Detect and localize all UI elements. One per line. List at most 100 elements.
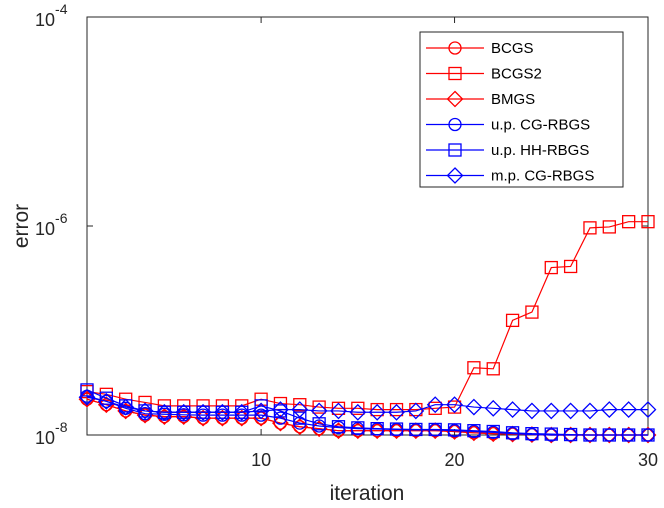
data-point-m-p-cg-rbgs: [233, 403, 251, 421]
data-point-m-p-cg-rbgs: [639, 401, 657, 419]
data-point-m-p-cg-rbgs: [291, 401, 309, 419]
data-point-bcgs2: [254, 392, 268, 406]
series-layer: [78, 215, 657, 444]
data-point-m-p-cg-rbgs: [155, 403, 173, 421]
data-point-m-p-cg-rbgs: [388, 403, 405, 421]
data-point-u-p-hh-rbgs: [293, 411, 307, 425]
data-point-m-p-cg-rbgs: [194, 403, 212, 421]
data-point-u-p-hh-rbgs: [80, 383, 94, 397]
data-point-m-p-cg-rbgs: [523, 402, 541, 420]
data-point-u-p-hh-rbgs: [254, 399, 268, 413]
data-point-m-p-cg-rbgs: [136, 402, 154, 420]
data-point-bcgs2: [486, 362, 500, 376]
data-point-bcgs2: [602, 220, 616, 234]
x-tick-label: 30: [638, 450, 658, 470]
data-point-bmgs: [446, 423, 463, 440]
legend: BCGS BCGS2 BMGS u.p. CG-RBGS u.p. HH-RBGS m.p…: [419, 31, 624, 188]
data-point-u-p-cg-rbgs: [273, 411, 288, 425]
legend-marker: [448, 143, 462, 157]
data-point-bmgs: [78, 390, 96, 408]
data-point-m-p-cg-rbgs: [446, 396, 463, 414]
y-tick-base: 10: [35, 428, 55, 448]
data-point-bcgs2: [119, 392, 133, 406]
x-axis-label: iteration: [330, 482, 405, 505]
data-point-bcgs2: [505, 313, 520, 328]
y-tick-base: 10: [35, 219, 55, 239]
legend-label: BCGS: [491, 40, 534, 57]
data-point-u-p-hh-rbgs: [563, 427, 578, 442]
data-point-m-p-cg-rbgs: [252, 402, 270, 420]
data-point-m-p-cg-rbgs: [600, 401, 618, 419]
data-point-u-p-hh-rbgs: [505, 426, 520, 440]
legend-box: [419, 31, 624, 188]
data-point-u-p-hh-rbgs: [447, 423, 462, 437]
data-point-m-p-cg-rbgs: [484, 399, 502, 417]
data-point-bcgs2: [351, 401, 365, 415]
data-point-bcgs2: [583, 221, 597, 235]
data-point-m-p-cg-rbgs: [272, 401, 289, 419]
data-point-u-p-hh-rbgs: [428, 422, 442, 437]
data-point-bcgs: [293, 420, 307, 434]
data-point-m-p-cg-rbgs: [117, 398, 135, 416]
data-point-m-p-cg-rbgs: [465, 398, 483, 416]
data-point-u-p-hh-rbgs: [467, 424, 481, 438]
data-point-bcgs2: [641, 215, 655, 229]
legend-marker: [448, 66, 462, 81]
data-point-m-p-cg-rbgs: [349, 403, 367, 421]
data-point-bcgs2: [293, 398, 307, 412]
data-point-m-p-cg-rbgs: [97, 392, 115, 410]
legend-label: m.p. CG-RBGS: [491, 168, 594, 185]
data-point-u-p-hh-rbgs: [583, 428, 597, 442]
legend-marker: [448, 41, 462, 55]
legend-label: BMGS: [491, 91, 535, 108]
data-point-m-p-cg-rbgs: [620, 401, 638, 419]
data-point-m-p-cg-rbgs: [581, 402, 599, 420]
data-point-bcgs2: [622, 215, 636, 229]
data-point-bcgs2: [370, 402, 384, 417]
data-point-m-p-cg-rbgs: [175, 403, 193, 421]
data-point-bmgs: [426, 422, 444, 440]
data-point-u-p-hh-rbgs: [389, 422, 404, 436]
data-point-bcgs2: [544, 260, 558, 275]
x-tick-label: 20: [445, 450, 465, 470]
data-point-m-p-cg-rbgs: [542, 402, 560, 420]
data-point-u-p-hh-rbgs: [641, 428, 655, 442]
data-point-m-p-cg-rbgs: [407, 402, 425, 420]
y-tick-exponent: -8: [55, 419, 68, 435]
data-point-bcgs2: [331, 401, 346, 415]
y-tick-base: 10: [35, 10, 55, 30]
x-tick-label: 10: [251, 450, 271, 470]
data-point-u-p-hh-rbgs: [486, 424, 500, 439]
legend-marker: [446, 167, 464, 184]
legend-label: u.p. CG-RBGS: [491, 117, 590, 134]
legend-label: BCGS2: [491, 66, 542, 83]
data-point-m-p-cg-rbgs: [213, 403, 231, 421]
y-tick-label: 10-4: [35, 1, 68, 30]
data-point-bcgs2: [563, 259, 578, 274]
data-point-u-p-hh-rbgs: [99, 391, 113, 405]
series-m-p-cg-rbgs: [78, 388, 657, 421]
data-point-m-p-cg-rbgs: [78, 388, 96, 406]
data-point-bmgs: [388, 422, 405, 440]
data-point-u-p-hh-rbgs: [622, 428, 636, 442]
legend-label: u.p. HH-RBGS: [491, 142, 589, 159]
data-point-u-p-hh-rbgs: [544, 427, 558, 441]
data-point-bcgs2: [312, 400, 326, 414]
y-tick-label: 10-8: [35, 419, 68, 448]
data-point-bcgs2: [428, 401, 442, 415]
data-point-bcgs2: [467, 361, 481, 375]
data-point-bcgs2: [525, 305, 539, 319]
legend-marker: [448, 117, 462, 132]
data-point-m-p-cg-rbgs: [504, 401, 522, 419]
data-point-u-p-cg-rbgs: [254, 408, 268, 422]
legend-marker: [446, 90, 464, 108]
data-point-m-p-cg-rbgs: [310, 402, 328, 420]
series-line-m-p-cg-rbgs: [86, 396, 648, 413]
data-point-bcgs2: [389, 402, 404, 417]
data-point-u-p-hh-rbgs: [370, 422, 384, 436]
data-point-u-p-hh-rbgs: [525, 427, 539, 441]
y-tick-label: 10-6: [35, 210, 68, 239]
data-point-m-p-cg-rbgs: [368, 403, 386, 421]
